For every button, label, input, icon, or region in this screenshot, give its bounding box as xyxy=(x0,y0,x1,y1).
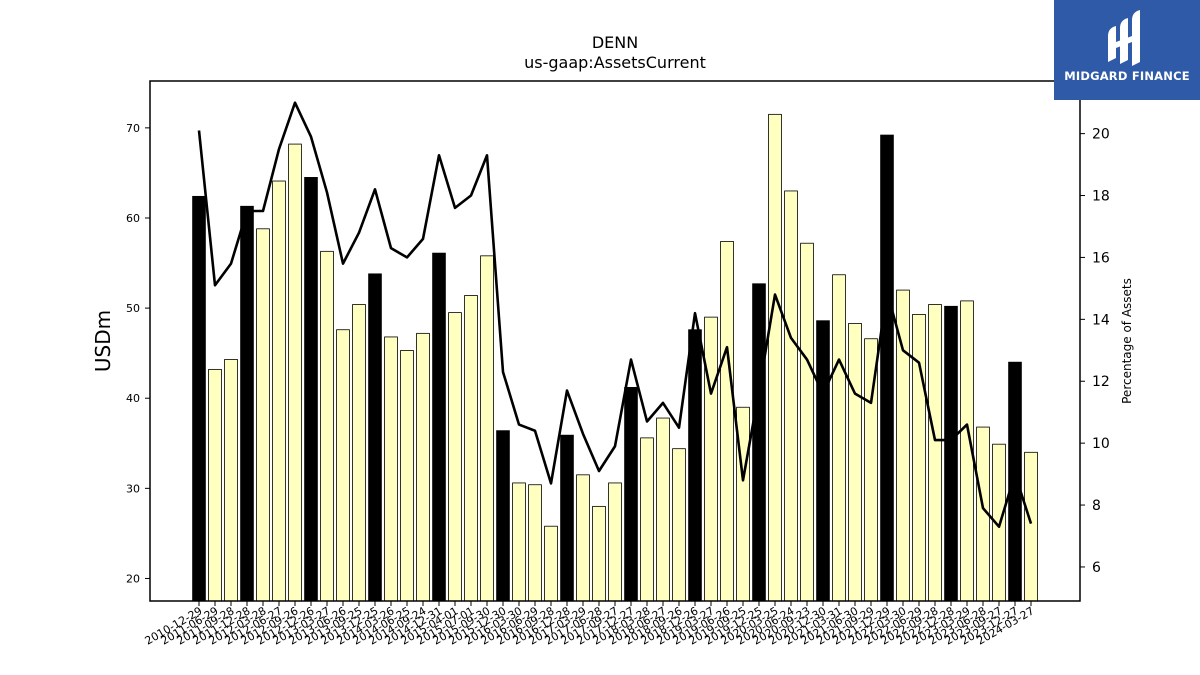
bar-2020-06-24 xyxy=(784,190,798,602)
y-tick-label: 60 xyxy=(126,212,140,225)
bar-2019-03-27 xyxy=(704,316,718,602)
bar-2018-03-28 xyxy=(640,437,654,602)
y-axis-label: USDm xyxy=(91,310,115,372)
midgard-finance-logo: MIDGARD FINANCE xyxy=(1054,0,1200,100)
bar-2020-09-23 xyxy=(800,242,814,602)
y2-tick-label: 10 xyxy=(1092,436,1110,452)
y-tick-label: 30 xyxy=(126,482,140,495)
bar-2012-06-27 xyxy=(272,180,286,602)
bar-2015-04-01 xyxy=(448,312,462,602)
y2-axis-label: Percentage of Assets xyxy=(1120,278,1134,404)
y-tick-label: 40 xyxy=(126,392,140,405)
y2-tick-label: 14 xyxy=(1092,312,1110,328)
y2-tick-label: 6 xyxy=(1092,560,1101,576)
y-tick-label: 50 xyxy=(126,302,140,315)
bar-2014-06-25 xyxy=(400,350,414,602)
bar-2016-06-29 xyxy=(528,484,542,602)
bar-2017-09-27 xyxy=(608,482,622,602)
bar-2013-12-25 xyxy=(368,273,382,602)
bar-2014-03-26 xyxy=(384,336,398,602)
bar-2018-12-26 xyxy=(688,329,702,602)
bar-2018-09-26 xyxy=(672,448,686,602)
y2-tick-label: 8 xyxy=(1092,498,1101,514)
chart-subtitle: us-gaap:AssetsCurrent xyxy=(524,53,706,72)
bar-2017-12-27 xyxy=(624,387,638,602)
bar-2024-03-27 xyxy=(1024,451,1038,602)
bar-2021-12-29 xyxy=(880,134,894,602)
logo-text: MIDGARD FINANCE xyxy=(1064,69,1190,83)
bar-2021-06-30 xyxy=(848,323,862,602)
y2-tick-label: 12 xyxy=(1092,374,1110,390)
bar-2015-12-30 xyxy=(496,430,510,602)
percentage-line-series xyxy=(197,101,1033,529)
bar-2020-03-25 xyxy=(768,113,782,602)
y2-tick-label: 18 xyxy=(1092,189,1110,205)
bar-2012-03-28 xyxy=(256,228,270,602)
y-tick-label: 20 xyxy=(126,572,140,585)
bar-2011-12-28 xyxy=(240,205,254,602)
bar-2015-07-01 xyxy=(464,295,478,602)
y-axis-left: 20 30 40 50 60 70 xyxy=(126,122,150,585)
bar-2022-12-28 xyxy=(944,305,958,602)
y-axis-right: 6 8 10 12 14 16 18 20 xyxy=(1080,127,1110,576)
bar-2013-06-26 xyxy=(336,329,350,602)
bar-2016-09-28 xyxy=(544,525,558,602)
bar-2017-06-28 xyxy=(592,505,606,602)
bar-2012-09-26 xyxy=(288,143,302,602)
bar-2018-06-27 xyxy=(656,417,670,602)
bar-2015-09-30 xyxy=(480,255,494,602)
bar-2016-12-28 xyxy=(560,434,574,602)
midgard-logo-icon xyxy=(1108,10,1140,66)
bar-2010-12-29 xyxy=(192,195,206,602)
bar-2020-12-30 xyxy=(816,320,830,602)
bar-2016-03-30 xyxy=(512,482,526,602)
bar-2022-09-28 xyxy=(928,304,942,602)
bar-2011-06-29 xyxy=(208,368,222,602)
percentage-line xyxy=(197,101,1033,529)
bar-2021-03-31 xyxy=(832,274,846,602)
bar-2014-12-31 xyxy=(432,252,446,602)
y2-tick-label: 16 xyxy=(1092,250,1110,266)
bar-2012-12-26 xyxy=(304,177,318,602)
bar-2014-09-24 xyxy=(416,332,430,602)
bar-2023-12-27 xyxy=(1008,361,1022,602)
bar-2019-06-26 xyxy=(720,241,734,602)
bar-2011-09-28 xyxy=(224,359,238,602)
bar-2019-12-25 xyxy=(752,283,766,602)
y2-tick-label: 20 xyxy=(1092,127,1110,143)
bar-2017-03-29 xyxy=(576,474,590,602)
y-tick-label: 70 xyxy=(126,122,140,135)
bar-2013-09-25 xyxy=(352,304,366,602)
chart-title: DENN xyxy=(592,33,638,52)
bar-2013-03-27 xyxy=(320,250,334,602)
bar-2022-06-29 xyxy=(912,314,926,602)
x-axis: 2010-12-292011-06-292011-09-282011-12-28… xyxy=(143,601,1037,648)
